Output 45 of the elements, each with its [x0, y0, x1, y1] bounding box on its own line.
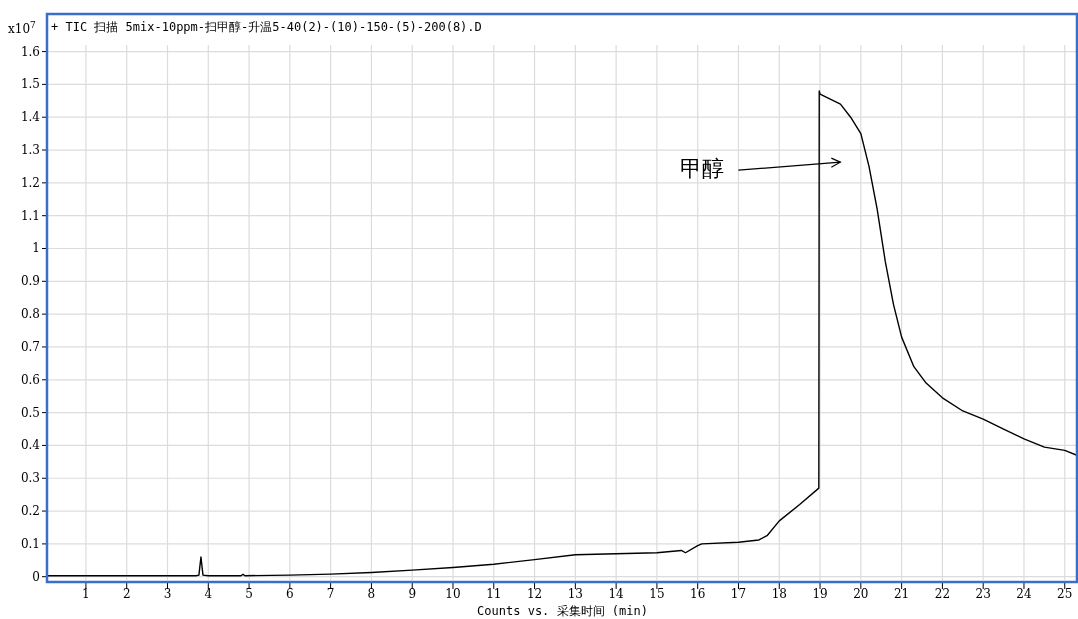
x-tick-label: 4	[204, 587, 213, 601]
x-tick-label: 22	[934, 587, 951, 601]
x-tick-label: 1	[82, 587, 90, 601]
y-tick-label: 0.4	[20, 438, 41, 453]
x-tick-label: 25	[1057, 587, 1073, 601]
y-tick-label: 1.3	[20, 143, 40, 158]
y-tick-label: 0.5	[20, 405, 40, 420]
x-tick-label: 17	[730, 587, 747, 601]
y-tick-label: 0.1	[20, 536, 40, 551]
x-tick-label: 5	[245, 587, 253, 601]
y-tick-label: 1.6	[20, 44, 40, 59]
y-tick-label: 0.8	[20, 307, 40, 322]
x-tick-label: 21	[893, 587, 910, 601]
y-axis-title: x10$^{7}$	[8, 20, 37, 36]
x-tick-label: 9	[408, 587, 417, 601]
y-tick-label: 1.5	[20, 77, 40, 92]
x-tick-label: 14	[608, 587, 625, 601]
y-tick-label: 1.4	[20, 110, 41, 125]
x-tick-label: 19	[812, 587, 828, 601]
x-axis-title: Counts vs. 采集时间 (min)	[477, 604, 648, 618]
y-tick-label: 0.6	[20, 372, 40, 387]
x-tick-label: 6	[286, 587, 294, 601]
x-tick-label: 7	[326, 587, 335, 601]
annotation: 甲醇	[680, 156, 725, 182]
x-tick-label: 24	[1016, 587, 1032, 601]
x-tick-label: 16	[690, 587, 706, 601]
x-tick-label: 15	[649, 587, 665, 601]
chart-title: + TIC 扫描 5mix-10ppm-扫甲醇-升温5-40(2)-(10)-150-(5)-200(8).D	[51, 20, 482, 34]
x-tick-label: 11	[486, 587, 502, 601]
y-tick-label: 1.2	[20, 175, 40, 190]
x-tick-label: 18	[771, 587, 787, 601]
x-tick-label: 12	[526, 587, 543, 601]
y-tick-label: 0.3	[20, 471, 40, 486]
x-tick-label: 10	[445, 587, 461, 601]
x-tick-label: 2	[122, 587, 131, 601]
x-tick-label: 23	[975, 587, 991, 601]
y-tick-label: 0.7	[20, 339, 40, 354]
x-tick-label: 20	[853, 587, 869, 601]
y-tick-label: 0	[32, 569, 40, 584]
y-tick-label: 0.2	[20, 504, 40, 519]
x-tick-label: 13	[567, 587, 583, 601]
y-tick-label: 1.1	[20, 208, 40, 223]
y-tick-label: 0.9	[20, 274, 40, 289]
x-tick-label: 8	[367, 587, 376, 601]
y-tick-label: 1	[32, 241, 40, 256]
